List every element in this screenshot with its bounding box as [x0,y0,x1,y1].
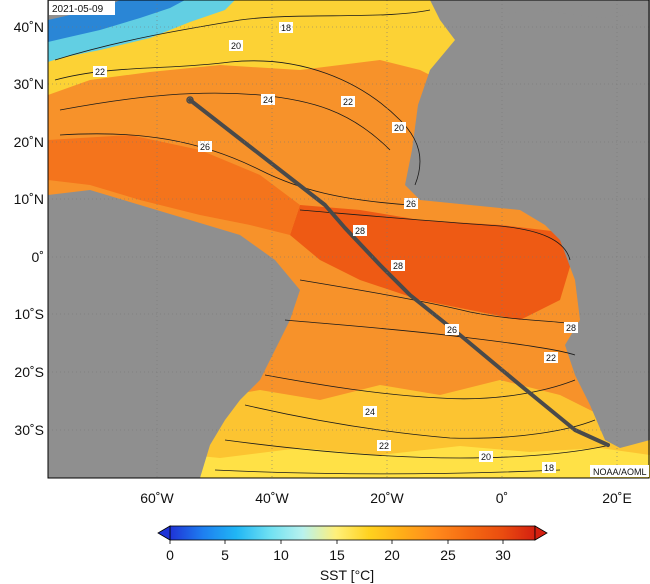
contour-label-box [229,40,243,51]
contour-label: 20 [481,452,491,462]
contour-label: 24 [365,407,375,417]
contour-label-box [377,440,391,451]
contour-label: 28 [393,261,403,271]
land-mediterranean-strip [470,0,650,18]
longitude-labels: 60˚W 40˚W 20˚W 0˚ 20˚E [140,490,632,506]
contour-label-box [544,352,558,363]
ship-track-line [188,98,610,447]
contour-22-north [54,60,421,186]
contour-label: 22 [343,97,353,107]
date-stamp-box [49,1,115,15]
land-south-america [48,190,300,478]
contour-label-box [341,96,355,107]
lon-label: 60˚W [140,490,174,506]
contour-labels: 20 18 22 24 22 20 26 26 28 28 26 28 22 24 22 20 18 [93,22,578,473]
contour-28-equator [299,209,571,261]
contour-lines [54,9,611,475]
contour-24-north [59,92,391,151]
contour-label: 22 [379,441,389,451]
latitude-labels: 40˚N 30˚N 20˚N 10˚N 0˚ 10˚S 20˚S 30˚S [14,19,44,438]
contour-26-north [59,133,411,206]
contour-label: 18 [281,23,291,33]
credit-label: NOAA/AOML [593,467,647,477]
lon-label: 40˚W [255,490,289,506]
contour-label: 18 [544,463,554,473]
contour-label-box [392,122,406,133]
contour-label-box [353,225,367,236]
map-area: 20 18 22 24 22 20 26 26 28 28 26 28 22 24 22 20 18 [48,0,650,478]
colorbar-tick-label: 20 [384,547,400,563]
contour-22-south [244,404,596,439]
lat-label: 20˚S [14,364,44,380]
colorbar-ticks: 0 5 10 15 20 25 30 [166,540,511,563]
contour-label: 20 [231,41,241,51]
contour-label-box [404,198,418,209]
contour-label-box [93,66,107,77]
colorbar-low-arrow [157,525,171,541]
colorbar-tick-label: 25 [440,547,456,563]
lat-label: 40˚N [14,19,44,35]
contour-label: 28 [566,323,576,333]
contour-label-box [542,462,556,473]
contour-label: 22 [546,353,556,363]
map-frame [47,0,650,479]
lon-label: 0˚ [496,490,508,506]
land-africa-europe [405,0,650,448]
colorbar-tick-label: 30 [495,547,511,563]
ship-track-start-marker [186,96,194,104]
lat-label: 0˚ [32,249,44,265]
lat-label: 10˚S [14,306,44,322]
ocean-caribbean-warm [48,135,300,235]
colorbar: 0 5 10 15 20 25 30 SST [°C] [157,525,548,583]
lon-label: 20˚W [370,490,404,506]
contour-label-box [279,22,293,33]
credit-box [590,465,649,477]
contour-label: 26 [406,199,416,209]
contour-28-south [299,279,576,326]
contour-label-box [261,94,275,105]
lat-label: 20˚N [14,134,44,150]
date-stamp: 2021-05-09 [52,4,104,15]
colorbar-tick-label: 0 [166,547,174,563]
colorbar-tick-label: 5 [221,547,229,563]
contour-label-box [363,406,377,417]
lon-label: 20˚E [602,490,632,506]
contour-18-south [214,469,561,475]
contour-label-box [564,322,578,333]
contour-label-box [391,260,405,271]
colorbar-label: SST [°C] [320,567,374,583]
colorbar-bar [169,525,536,541]
contour-label: 24 [263,95,273,105]
contour-label-box [198,141,212,152]
graticule [48,0,650,478]
colorbar-tick-label: 10 [273,547,289,563]
contour-label: 28 [355,226,365,236]
contour-label: 22 [95,67,105,77]
contour-24-south [264,374,576,400]
lat-label: 30˚S [14,422,44,438]
contour-20-north [54,9,431,61]
colorbar-high-arrow [534,525,548,541]
contour-label-box [479,451,493,462]
lat-label: 30˚N [14,76,44,92]
contour-label: 26 [200,142,210,152]
contour-20-south [224,439,611,459]
contour-label: 20 [394,123,404,133]
lat-label: 10˚N [14,191,44,207]
colorbar-tick-label: 15 [329,547,345,563]
contour-label: 26 [447,325,457,335]
contour-label-box [445,324,459,335]
